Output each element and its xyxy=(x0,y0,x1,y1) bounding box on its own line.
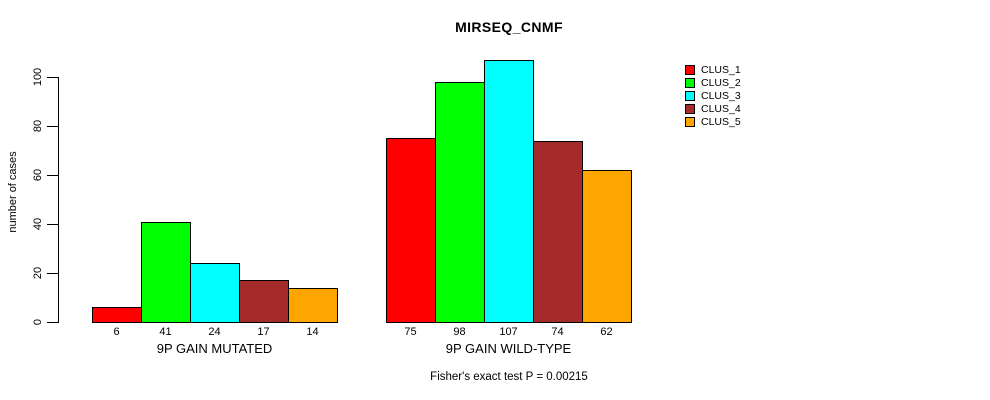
bar-clus_2-group1 xyxy=(141,222,191,323)
legend-label-clus_5: CLUS_5 xyxy=(701,116,741,128)
bar-value-label: 14 xyxy=(306,326,319,338)
bar-clus_2-group2 xyxy=(435,82,485,323)
bar-value-label: 6 xyxy=(113,326,120,338)
y-axis-tick xyxy=(47,126,58,127)
y-axis-tick xyxy=(47,322,58,323)
y-axis-tick-label: 20 xyxy=(32,266,44,280)
x-axis-group-label: 9P GAIN WILD-TYPE xyxy=(445,341,572,356)
bar-value-label: 24 xyxy=(208,326,221,338)
bar-clus_1-group2 xyxy=(386,138,436,323)
legend-swatch-clus_1 xyxy=(685,65,695,75)
y-axis-tick xyxy=(47,175,58,176)
legend-swatch-clus_2 xyxy=(685,78,695,88)
y-axis-tick-label: 60 xyxy=(32,168,44,182)
legend-swatch-clus_3 xyxy=(685,91,695,101)
bar-value-label: 107 xyxy=(499,326,518,338)
legend-label-clus_1: CLUS_1 xyxy=(701,64,741,76)
legend-label-clus_2: CLUS_2 xyxy=(701,77,741,89)
bar-clus_3-group1 xyxy=(190,263,240,323)
bar-clus_4-group2 xyxy=(533,141,583,323)
legend-label-clus_4: CLUS_4 xyxy=(701,103,741,115)
y-axis-tick xyxy=(47,224,58,225)
bar-clus_4-group1 xyxy=(239,280,289,323)
legend-swatch-clus_4 xyxy=(685,104,695,114)
y-axis-tick-label: 100 xyxy=(32,67,44,87)
bar-clus_3-group2 xyxy=(484,60,534,323)
y-axis-tick xyxy=(47,77,58,78)
y-axis-tick-label: 40 xyxy=(32,217,44,231)
bar-value-label: 74 xyxy=(551,326,564,338)
y-axis-tick-label: 0 xyxy=(32,318,44,326)
bar-value-label: 75 xyxy=(404,326,417,338)
fishers-test-caption: Fisher's exact test P = 0.00215 xyxy=(430,371,588,383)
bar-value-label: 17 xyxy=(257,326,270,338)
chart-title: MIRSEQ_CNMF xyxy=(455,19,563,35)
y-axis-label: number of cases xyxy=(7,151,19,233)
y-axis-tick xyxy=(47,273,58,274)
bar-clus_1-group1 xyxy=(92,307,142,323)
y-axis-line xyxy=(58,77,59,323)
x-axis-group-label: 9P GAIN MUTATED xyxy=(156,341,273,356)
bar-value-label: 62 xyxy=(600,326,613,338)
legend-swatch-clus_5 xyxy=(685,117,695,127)
bar-clus_5-group1 xyxy=(288,288,338,323)
bar-value-label: 98 xyxy=(453,326,466,338)
y-axis-tick-label: 80 xyxy=(32,119,44,133)
legend-label-clus_3: CLUS_3 xyxy=(701,90,741,102)
bar-clus_5-group2 xyxy=(582,170,632,323)
bar-value-label: 41 xyxy=(159,326,172,338)
